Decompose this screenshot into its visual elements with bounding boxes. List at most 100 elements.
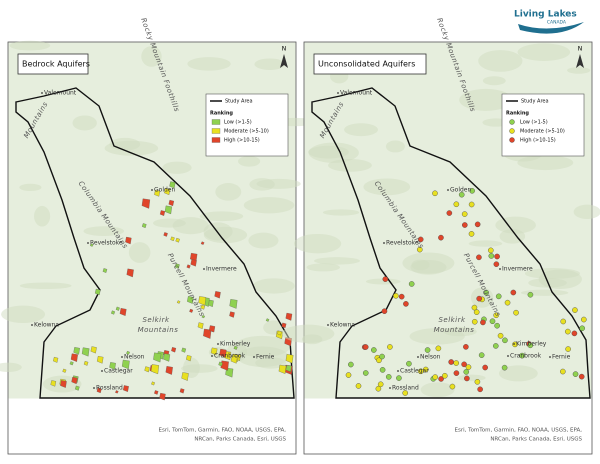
logo-main: Living Lakes	[514, 10, 577, 20]
site-marker	[398, 293, 405, 300]
place-dot	[327, 324, 329, 326]
place-label: Golden	[154, 187, 175, 194]
aquifer-polygon	[151, 381, 155, 386]
site-marker	[504, 299, 511, 306]
aquifer-polygon	[176, 300, 181, 304]
legend-boundary-label: Study Area	[521, 99, 549, 105]
legend-heading: Ranking	[210, 111, 233, 117]
legend-label: Moderate (>5-10)	[224, 129, 269, 135]
site-marker	[461, 211, 468, 217]
aquifer-polygon	[218, 361, 223, 367]
site-marker	[474, 221, 481, 228]
aquifer-polygon	[164, 187, 171, 196]
aquifer-polygon	[60, 380, 67, 388]
aquifer-polygon	[281, 322, 287, 329]
site-marker	[527, 291, 534, 298]
site-marker	[493, 261, 500, 267]
site-marker	[476, 254, 482, 261]
terrain	[254, 58, 286, 70]
site-marker	[478, 352, 485, 358]
terrain	[34, 205, 51, 227]
aquifer-polygon	[265, 318, 270, 322]
site-marker	[424, 347, 431, 353]
site-marker	[348, 361, 354, 368]
aquifer-polygon	[109, 362, 116, 370]
terrain	[72, 115, 97, 131]
site-marker	[519, 352, 525, 359]
aquifer-polygon	[233, 345, 238, 350]
place-dot	[151, 189, 153, 191]
place-dot	[87, 242, 89, 244]
site-marker	[403, 301, 409, 307]
site-marker	[422, 366, 429, 373]
site-marker	[465, 364, 472, 370]
aquifer-polygon	[71, 376, 78, 385]
legend-swatch	[211, 137, 221, 143]
terrain	[141, 46, 162, 67]
site-marker	[492, 343, 499, 349]
terrain	[498, 365, 538, 382]
site-marker	[476, 295, 482, 302]
aquifer-polygon	[181, 372, 189, 381]
aquifer-polygon	[115, 306, 120, 311]
site-marker	[502, 337, 508, 344]
place-dot	[389, 387, 391, 389]
terrain	[203, 226, 248, 244]
aquifer-polygon	[210, 347, 218, 356]
site-marker	[473, 309, 480, 315]
aquifer-polygon	[186, 355, 192, 362]
aquifer-polygon	[83, 360, 89, 366]
place-dot	[337, 92, 339, 94]
place-dot	[447, 189, 449, 191]
terrain	[363, 178, 411, 196]
site-marker	[362, 370, 369, 376]
site-marker	[379, 353, 385, 360]
site-marker	[432, 190, 438, 197]
place-label: Kelowna	[330, 322, 355, 329]
aquifer-polygon	[126, 268, 134, 278]
terrain	[187, 57, 231, 71]
site-marker	[474, 379, 481, 385]
terrain	[109, 137, 141, 151]
site-marker	[489, 318, 496, 325]
site-marker	[560, 368, 566, 375]
title-box	[17, 53, 89, 75]
aquifer-polygon	[277, 330, 282, 336]
site-marker	[564, 328, 571, 335]
range-label: Mountains	[434, 326, 475, 334]
place-dot	[507, 355, 509, 357]
site-marker	[442, 372, 448, 379]
north-label: N	[578, 46, 583, 53]
site-marker	[453, 201, 460, 208]
legend-heading: Ranking	[506, 111, 529, 117]
study-area	[311, 87, 591, 399]
site-marker	[362, 344, 369, 350]
site-marker	[572, 371, 579, 377]
site-marker	[382, 276, 389, 282]
aquifer-polygon	[154, 390, 159, 395]
terrain	[19, 282, 72, 290]
place-dot	[549, 356, 551, 358]
aquifer-polygon	[164, 205, 173, 215]
study-area	[15, 87, 295, 399]
site-marker	[381, 308, 388, 315]
site-marker	[578, 373, 585, 380]
site-marker	[453, 370, 460, 376]
place-dot	[41, 92, 43, 94]
logo: Living Lakes CANADA	[514, 10, 584, 34]
site-marker	[385, 374, 392, 380]
legend-label: Moderate (>5-10)	[520, 129, 565, 135]
site-marker	[581, 316, 587, 323]
study-area-clip	[311, 87, 591, 399]
aquifer-polygon	[141, 198, 151, 209]
terrain	[183, 357, 200, 378]
aquifer-polygon	[153, 352, 162, 363]
map-panel: Valemount Golden Revelstoke Invermere Kelown…	[0, 17, 316, 455]
terrain	[344, 123, 378, 137]
aquifer-polygon	[169, 181, 176, 189]
aquifer-polygon	[70, 353, 78, 362]
aquifer-polygon	[165, 366, 173, 375]
place-label: Kimberley	[516, 341, 547, 348]
aquifer-polygon	[122, 385, 129, 392]
site-marker	[488, 247, 494, 254]
